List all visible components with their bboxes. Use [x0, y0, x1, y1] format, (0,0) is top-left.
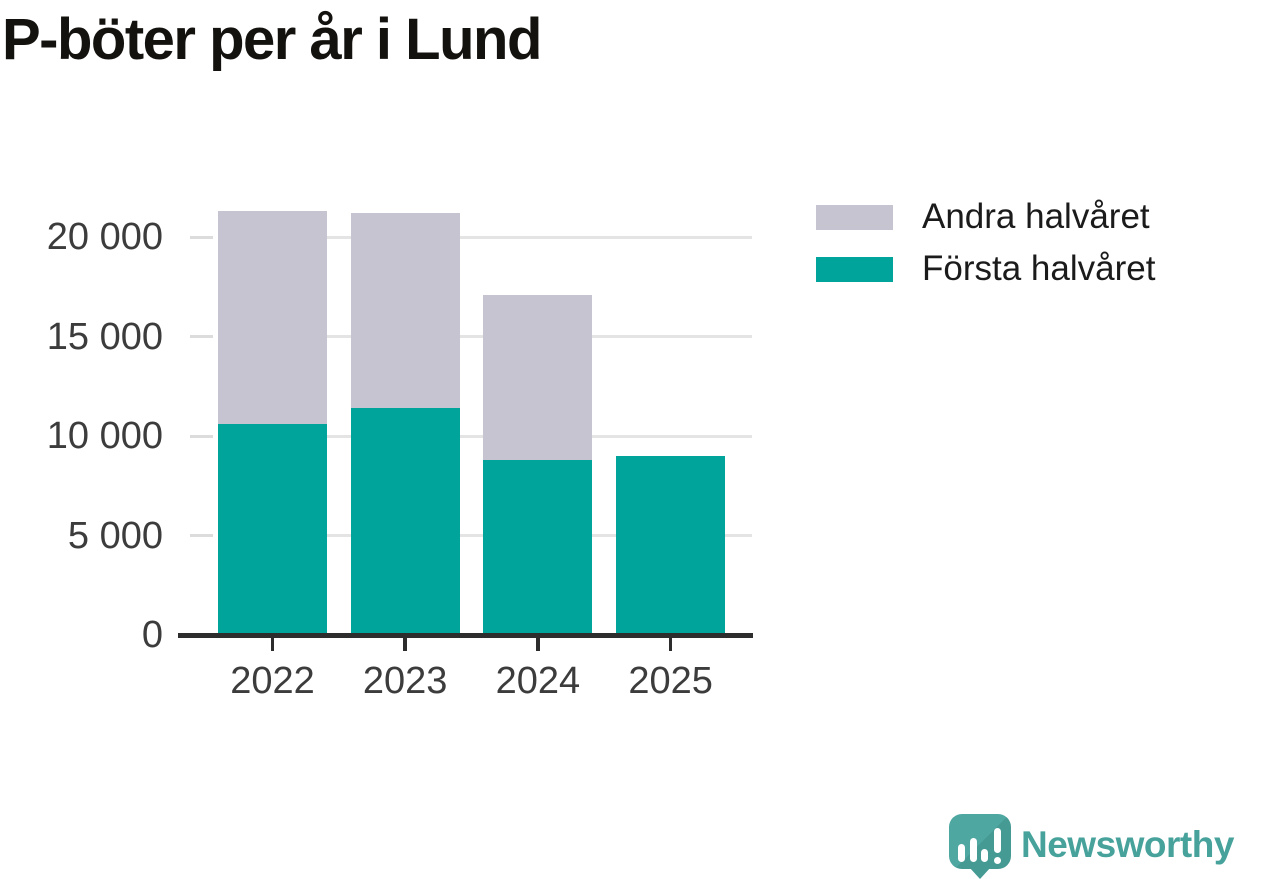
- x-axis-label-2024: 2024: [495, 660, 581, 702]
- bar-2022-second-half: [218, 211, 327, 425]
- legend-label: Andra halvåret: [922, 197, 1150, 236]
- newsworthy-logo: Newsworthy: [947, 811, 1234, 879]
- y-axis-tick-15000: [190, 335, 213, 338]
- legend: Andra halvåret Första halvåret: [816, 191, 1155, 295]
- exclamation-dot: [993, 857, 1001, 864]
- newsworthy-bubble-chart-icon: [947, 811, 1011, 879]
- x-axis-label-2025: 2025: [628, 660, 713, 702]
- x-axis-tick-2023: [403, 637, 407, 651]
- legend-swatch: [816, 204, 893, 230]
- bar-2023-first-half: [350, 408, 460, 635]
- x-axis-tick-2025: [668, 637, 673, 651]
- y-axis-label-5000: 5 000: [67, 514, 163, 557]
- x-axis-line: [178, 633, 753, 638]
- x-axis-tick-2022: [270, 637, 275, 651]
- mini-bar-1: [958, 844, 965, 862]
- exclamation-bar: [993, 828, 1001, 853]
- bar-2024-first-half: [483, 459, 593, 635]
- speech-bubble-tail: [969, 867, 991, 879]
- legend-item-1: Första halvåret: [816, 243, 1155, 295]
- newsworthy-wordmark: Newsworthy: [1021, 823, 1234, 865]
- y-axis-tick-20000: [190, 235, 213, 239]
- bar-2023-second-half: [350, 213, 460, 409]
- mini-bar-3: [981, 849, 988, 862]
- x-axis-label-2022: 2022: [230, 660, 315, 702]
- y-axis-label-20000: 20 000: [46, 216, 163, 258]
- bar-2022-first-half: [218, 424, 327, 635]
- legend-label: Första halvåret: [922, 249, 1156, 288]
- bar-2024-second-half: [483, 294, 593, 460]
- y-axis-label-15000: 15 000: [46, 315, 163, 358]
- gridline-20000: [218, 235, 752, 239]
- y-axis-label-10000: 10 000: [46, 415, 163, 457]
- y-axis-tick-10000: [190, 434, 213, 438]
- bar-2025-first-half: [616, 455, 726, 635]
- chart-title: P-böter per år i Lund: [2, 7, 542, 72]
- y-axis-label-0: 0: [141, 614, 163, 656]
- legend-item-0: Andra halvåret: [816, 191, 1155, 243]
- y-axis-tick-5000: [190, 534, 213, 537]
- x-axis-label-2023: 2023: [362, 660, 448, 702]
- x-axis-tick-2024: [536, 637, 540, 651]
- mini-bar-2: [969, 838, 977, 862]
- legend-swatch: [816, 256, 893, 282]
